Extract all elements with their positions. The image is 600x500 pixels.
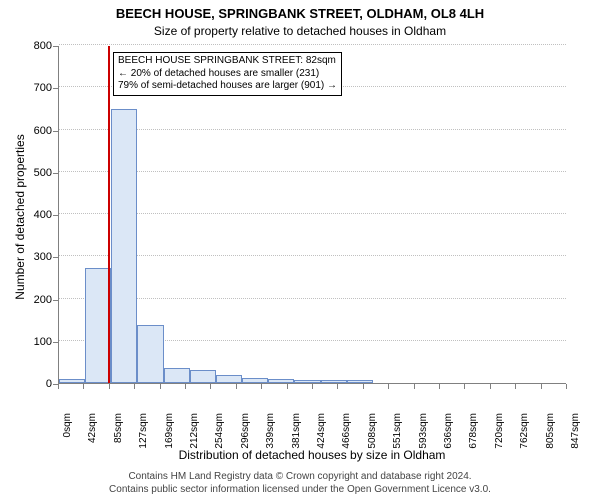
bar [111, 109, 137, 383]
ytick-label: 500 [22, 167, 52, 179]
bar [347, 380, 373, 383]
bar [137, 325, 163, 383]
ytick-label: 0 [22, 378, 52, 390]
bars [59, 46, 566, 383]
footer-line2: Contains public sector information licen… [0, 484, 600, 497]
chart-container: BEECH HOUSE, SPRINGBANK STREET, OLDHAM, … [0, 0, 600, 500]
ytick-label: 100 [22, 336, 52, 348]
bar [164, 368, 190, 383]
bar [242, 378, 268, 383]
annotation-box: BEECH HOUSE SPRINGBANK STREET: 82sqm ← 2… [113, 52, 342, 96]
reference-line [108, 46, 110, 383]
ytick-label: 400 [22, 209, 52, 221]
ytick-label: 200 [22, 294, 52, 306]
chart-subtitle: Size of property relative to detached ho… [0, 24, 600, 38]
ytick-label: 700 [22, 82, 52, 94]
bar [294, 380, 320, 383]
ytick-label: 800 [22, 40, 52, 52]
bar [59, 379, 85, 383]
bar [321, 380, 347, 383]
annotation-line3: 79% of semi-detached houses are larger (… [118, 80, 337, 93]
annotation-line2: ← 20% of detached houses are smaller (23… [118, 68, 337, 81]
annotation-line1: BEECH HOUSE SPRINGBANK STREET: 82sqm [118, 55, 337, 68]
bar [190, 370, 216, 383]
bar [268, 379, 294, 383]
x-axis-label: Distribution of detached houses by size … [58, 448, 566, 462]
ytick-label: 600 [22, 125, 52, 137]
xtick-label: 847sqm [570, 413, 581, 463]
bar [216, 375, 242, 383]
footer-text: Contains HM Land Registry data © Crown c… [0, 471, 600, 496]
chart-title: BEECH HOUSE, SPRINGBANK STREET, OLDHAM, … [0, 6, 600, 21]
plot-area: BEECH HOUSE SPRINGBANK STREET: 82sqm ← 2… [58, 46, 566, 384]
footer-line1: Contains HM Land Registry data © Crown c… [0, 471, 600, 484]
ytick-label: 300 [22, 251, 52, 263]
